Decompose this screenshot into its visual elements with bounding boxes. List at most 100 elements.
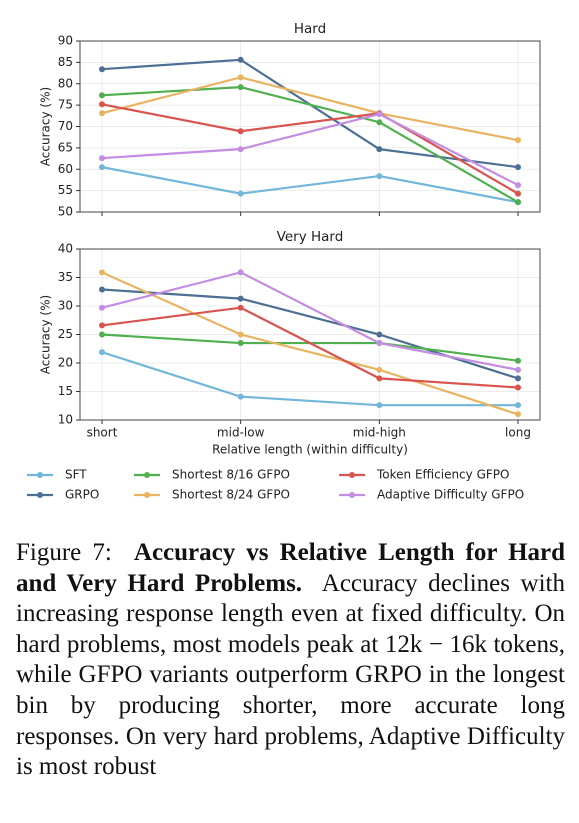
data-point (376, 119, 383, 126)
data-point (237, 146, 244, 153)
caption-title: Accuracy vs Relative Length for Hard and… (16, 539, 565, 597)
series-line (101, 76, 519, 142)
series-line (101, 103, 519, 195)
data-point (99, 110, 105, 117)
data-point (99, 92, 105, 99)
x-tick-label: short (87, 426, 118, 440)
legend-label: Shortest 8/16 GFPO (172, 468, 290, 482)
data-point (376, 402, 383, 409)
data-point (237, 340, 244, 347)
legend-label: Adaptive Difficulty GFPO (377, 488, 524, 502)
series-line (101, 271, 519, 371)
data-point (99, 349, 105, 356)
data-point (515, 402, 521, 409)
data-point (237, 128, 244, 135)
plot-frame (79, 248, 541, 421)
chart-title: Hard (294, 21, 326, 37)
y-tick-label: 55 (58, 183, 73, 197)
legend-marker (144, 492, 150, 498)
data-point (237, 331, 244, 338)
data-point (515, 357, 521, 364)
data-point (515, 190, 521, 197)
y-tick-label: 75 (58, 98, 73, 112)
legend-label: SFT (65, 468, 87, 482)
y-tick-label: 40 (58, 242, 73, 256)
data-point (237, 56, 244, 63)
y-axis-label: Accuracy (%) (39, 295, 53, 374)
data-point (99, 304, 105, 311)
x-tick-label: mid-high (353, 426, 406, 440)
y-tick-label: 85 (58, 55, 73, 69)
data-point (99, 101, 105, 108)
series-line (101, 351, 518, 407)
y-tick-label: 30 (58, 299, 73, 313)
y-tick-label: 90 (58, 34, 73, 48)
x-axis-label: Relative length (within difficulty) (212, 443, 408, 457)
legend-label: Token Efficiency GFPO (376, 468, 509, 482)
data-point (376, 331, 383, 338)
series-line (101, 112, 519, 187)
y-tick-label: 50 (58, 205, 73, 219)
series-line (101, 86, 519, 204)
series-line (101, 288, 519, 380)
legend-marker (37, 472, 43, 478)
legend-marker (349, 492, 355, 498)
data-point (237, 304, 244, 311)
data-point (237, 190, 244, 197)
data-point (237, 74, 244, 81)
data-point (376, 340, 383, 347)
y-tick-label: 15 (58, 384, 73, 398)
figure: Hard Accuracy (%) 50 55 60 65 70 75 80 85 90 Very H… (27, 21, 541, 502)
series-line (101, 166, 519, 204)
legend-label: GRPO (65, 488, 99, 502)
data-point (376, 111, 383, 118)
data-point (376, 366, 383, 373)
y-tick-label: 10 (58, 413, 73, 427)
plot-frame (79, 40, 541, 213)
data-point (515, 384, 521, 391)
data-point (99, 286, 105, 293)
y-tick-label: 35 (58, 270, 73, 284)
data-point (237, 393, 244, 400)
data-point (237, 295, 244, 302)
data-point (376, 375, 383, 382)
series-line (101, 271, 519, 416)
series-line (101, 306, 519, 389)
data-point (515, 411, 521, 418)
legend-label: Shortest 8/24 GFPO (172, 488, 290, 502)
data-point (237, 84, 244, 91)
y-axis-label: Accuracy (%) (39, 87, 53, 166)
data-point (99, 155, 105, 162)
data-point (99, 269, 105, 276)
y-tick-label: 65 (58, 140, 73, 154)
y-tick-label: 20 (58, 356, 73, 370)
data-point (515, 199, 521, 206)
y-tick-label: 80 (58, 76, 73, 90)
data-point (237, 269, 244, 276)
data-point (376, 173, 383, 180)
data-point (99, 66, 105, 73)
data-point (99, 322, 105, 329)
chart-title: Very Hard (277, 229, 344, 245)
y-tick-label: 60 (58, 162, 73, 176)
y-tick-label: 25 (58, 327, 73, 341)
x-tick-label: long (505, 426, 531, 440)
data-point (515, 366, 521, 373)
legend-marker (144, 472, 150, 478)
data-point (376, 146, 383, 153)
data-point (515, 164, 521, 171)
data-point (99, 331, 105, 338)
y-tick-label: 70 (58, 119, 73, 133)
x-tick-label: mid-low (217, 426, 265, 440)
caption-text: Accuracy declines with increasing respon… (16, 569, 565, 781)
caption: Figure 7: Accuracy vs Relative Length fo… (16, 538, 565, 820)
legend-marker (349, 472, 355, 478)
data-point (515, 182, 521, 189)
data-point (515, 137, 521, 144)
legend-marker (37, 492, 43, 498)
data-point (99, 164, 105, 171)
data-point (515, 375, 521, 382)
caption-label: Figure 7: (16, 539, 112, 566)
series-line (101, 58, 519, 169)
